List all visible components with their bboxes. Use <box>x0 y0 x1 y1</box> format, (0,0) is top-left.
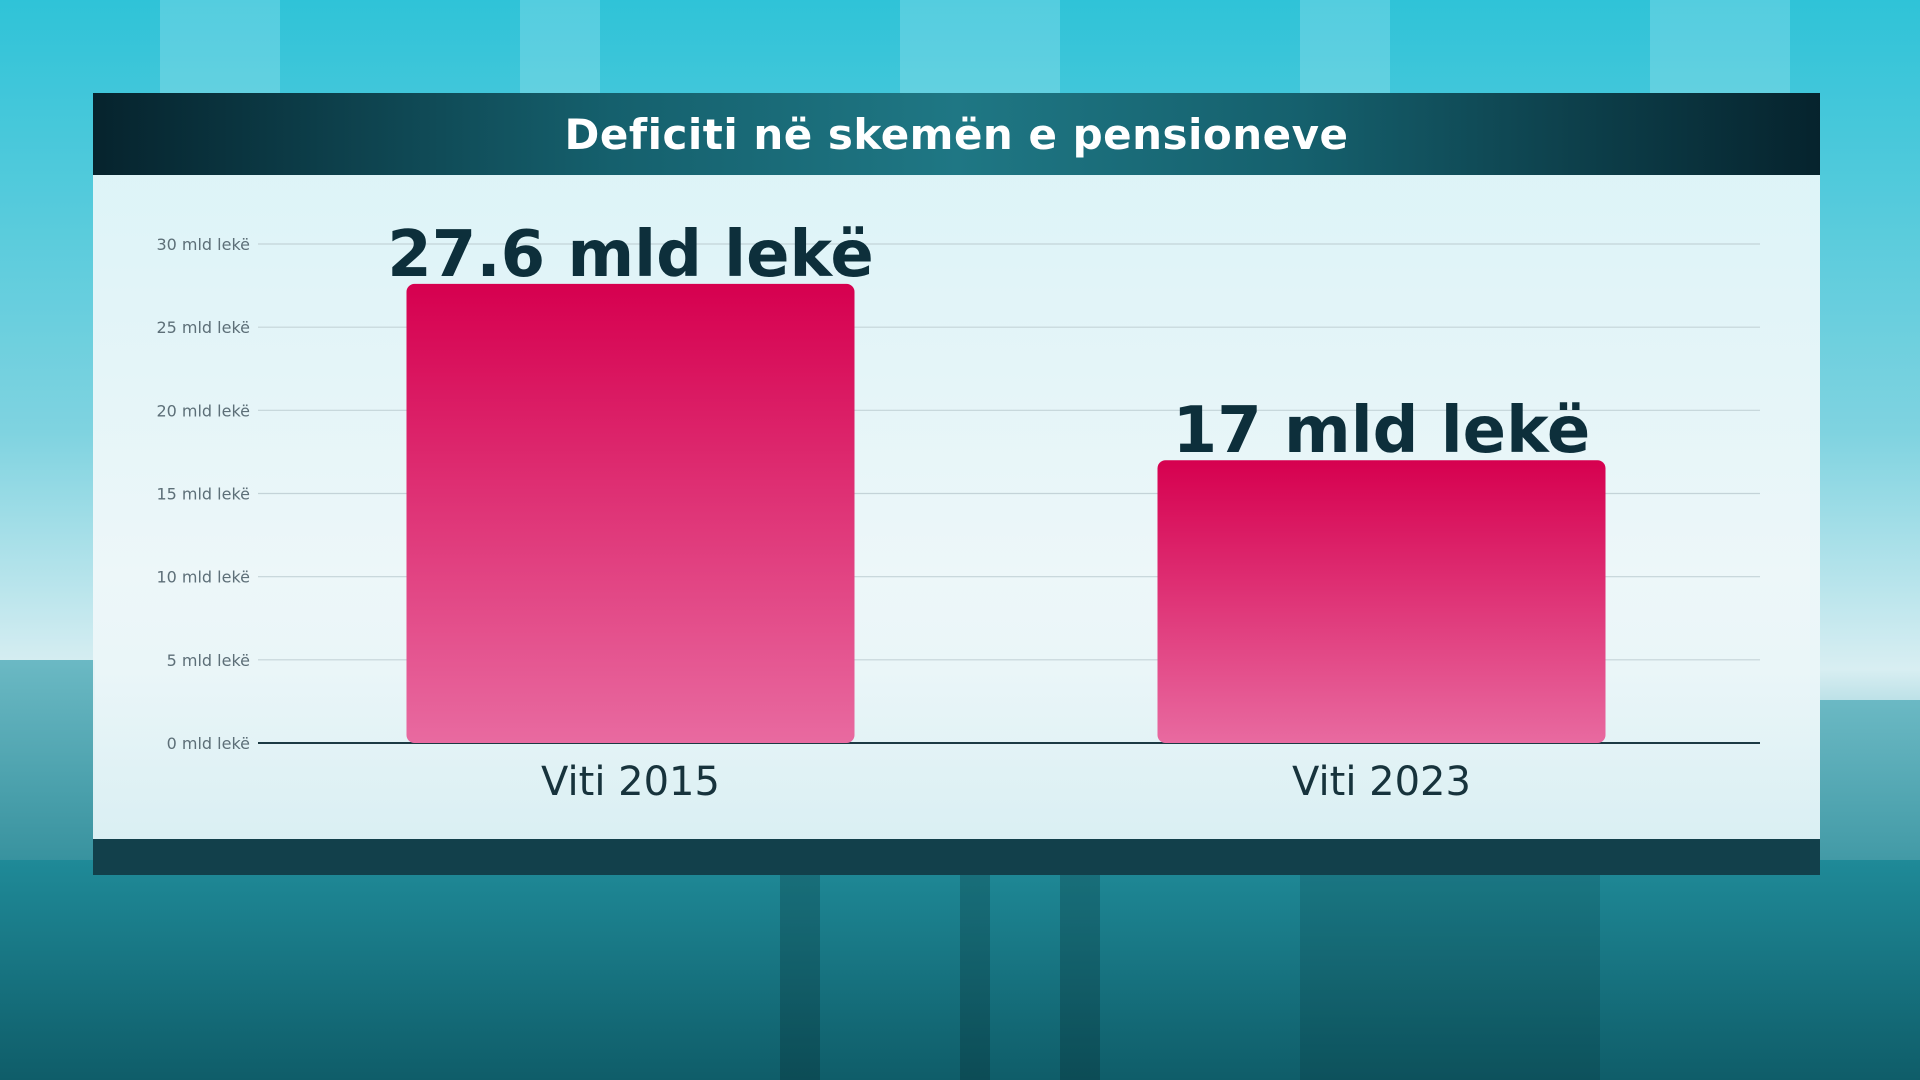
chart-panel: Deficiti në skemën e pensioneve 0 mld le… <box>93 93 1820 875</box>
bar <box>406 283 855 743</box>
category-label: Viti 2023 <box>1292 759 1471 805</box>
category-label: Viti 2015 <box>541 759 720 805</box>
background-column <box>1650 0 1790 100</box>
background-plank <box>780 860 820 1080</box>
bar <box>1157 460 1606 743</box>
y-tick-label: 25 mld lekë <box>156 318 250 337</box>
title-bar: Deficiti në skemën e pensioneve <box>93 93 1820 175</box>
background-column <box>520 0 600 100</box>
y-tick-label: 15 mld lekë <box>156 485 250 504</box>
background-column <box>900 0 1060 100</box>
y-tick-label: 20 mld lekë <box>156 401 250 420</box>
data-label: 27.6 mld lekë <box>387 218 874 292</box>
y-tick-label: 10 mld lekë <box>156 568 250 587</box>
y-tick-label: 30 mld lekë <box>156 235 250 254</box>
background-plank <box>1300 860 1600 1080</box>
background-floor <box>0 860 1920 1080</box>
background-plank <box>1060 860 1100 1080</box>
background-plank <box>960 860 990 1080</box>
background-column <box>1300 0 1390 100</box>
y-tick-label: 0 mld lekë <box>167 734 250 753</box>
bar-chart: 0 mld lekë 5 mld lekë 10 mld lekë 15 mld le… <box>156 218 1760 805</box>
background-column <box>160 0 280 100</box>
data-label: 17 mld lekë <box>1173 394 1591 468</box>
bottom-bar <box>93 839 1820 875</box>
chart-area: 0 mld lekë 5 mld lekë 10 mld lekë 15 mld le… <box>93 175 1820 842</box>
chart-title: Deficiti në skemën e pensioneve <box>564 109 1349 159</box>
y-tick-label: 5 mld lekë <box>167 651 250 670</box>
